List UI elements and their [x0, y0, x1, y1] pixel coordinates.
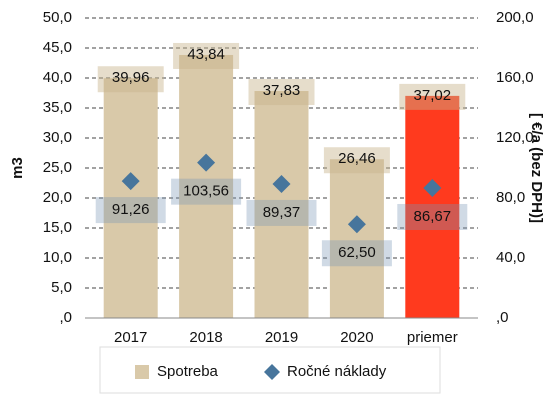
y2-tick-label: ,0: [496, 309, 509, 326]
y-tick-label: 30,0: [43, 129, 72, 146]
bar: [405, 95, 460, 318]
y2-tick-label: 120,0: [496, 129, 534, 146]
y2-tick-label: 200,0: [496, 9, 534, 26]
y2-tick-label: 40,0: [496, 249, 525, 266]
y-tick-label: 40,0: [43, 69, 72, 86]
data-label-bg: [173, 42, 240, 69]
data-label: 91,26: [112, 201, 150, 218]
y-tick-label: 10,0: [43, 249, 72, 266]
y-axis-title: m3: [9, 157, 26, 179]
data-label-bg: [397, 203, 468, 230]
y-tick-label: 25,0: [43, 159, 72, 176]
data-label-bg: [97, 66, 164, 93]
x-tick-label: 2017: [114, 329, 147, 346]
data-label: 37,83: [263, 82, 301, 99]
marker: [121, 172, 140, 191]
marker: [347, 215, 366, 234]
y-tick-label: 15,0: [43, 219, 72, 236]
data-label-bg: [323, 147, 390, 174]
x-tick-label: 2020: [340, 329, 373, 346]
y2-tick-label: 80,0: [496, 189, 525, 206]
data-label-bg: [248, 79, 315, 106]
data-label: 26,46: [338, 150, 376, 167]
y-tick-label: 35,0: [43, 99, 72, 116]
data-label-bg: [246, 199, 317, 226]
data-label: 62,50: [338, 244, 376, 261]
bar: [179, 54, 234, 319]
legend-label: Spotreba: [157, 363, 219, 380]
data-label-bg: [171, 178, 242, 205]
y-tick-label: 50,0: [43, 9, 72, 26]
bar: [254, 91, 309, 319]
data-label-bg: [321, 240, 392, 267]
data-label: 89,37: [263, 204, 301, 221]
y-tick-label: 20,0: [43, 189, 72, 206]
data-label: 43,84: [187, 46, 225, 63]
x-tick-label: priemer: [407, 329, 458, 346]
legend-swatch: [135, 365, 149, 379]
marker: [197, 153, 216, 172]
y-tick-label: ,0: [59, 309, 72, 326]
y-tick-label: 45,0: [43, 39, 72, 56]
data-label: 103,56: [183, 183, 229, 200]
x-tick-label: 2018: [189, 329, 222, 346]
bar: [329, 159, 384, 318]
data-label-bg: [95, 197, 166, 224]
y-tick-label: 5,0: [51, 279, 72, 296]
data-label: 39,96: [112, 69, 150, 86]
marker: [272, 174, 291, 193]
y2-axis-title: [ €/a (bez DPH)]: [528, 113, 545, 223]
legend-label: Ročné náklady: [287, 363, 387, 380]
data-label-bg: [399, 83, 466, 110]
data-label: 86,67: [414, 208, 452, 225]
data-label: 37,02: [414, 87, 452, 104]
marker: [423, 178, 442, 197]
legend-swatch: [264, 364, 280, 380]
bar: [103, 78, 158, 319]
x-tick-label: 2019: [265, 329, 298, 346]
y2-tick-label: 160,0: [496, 69, 534, 86]
